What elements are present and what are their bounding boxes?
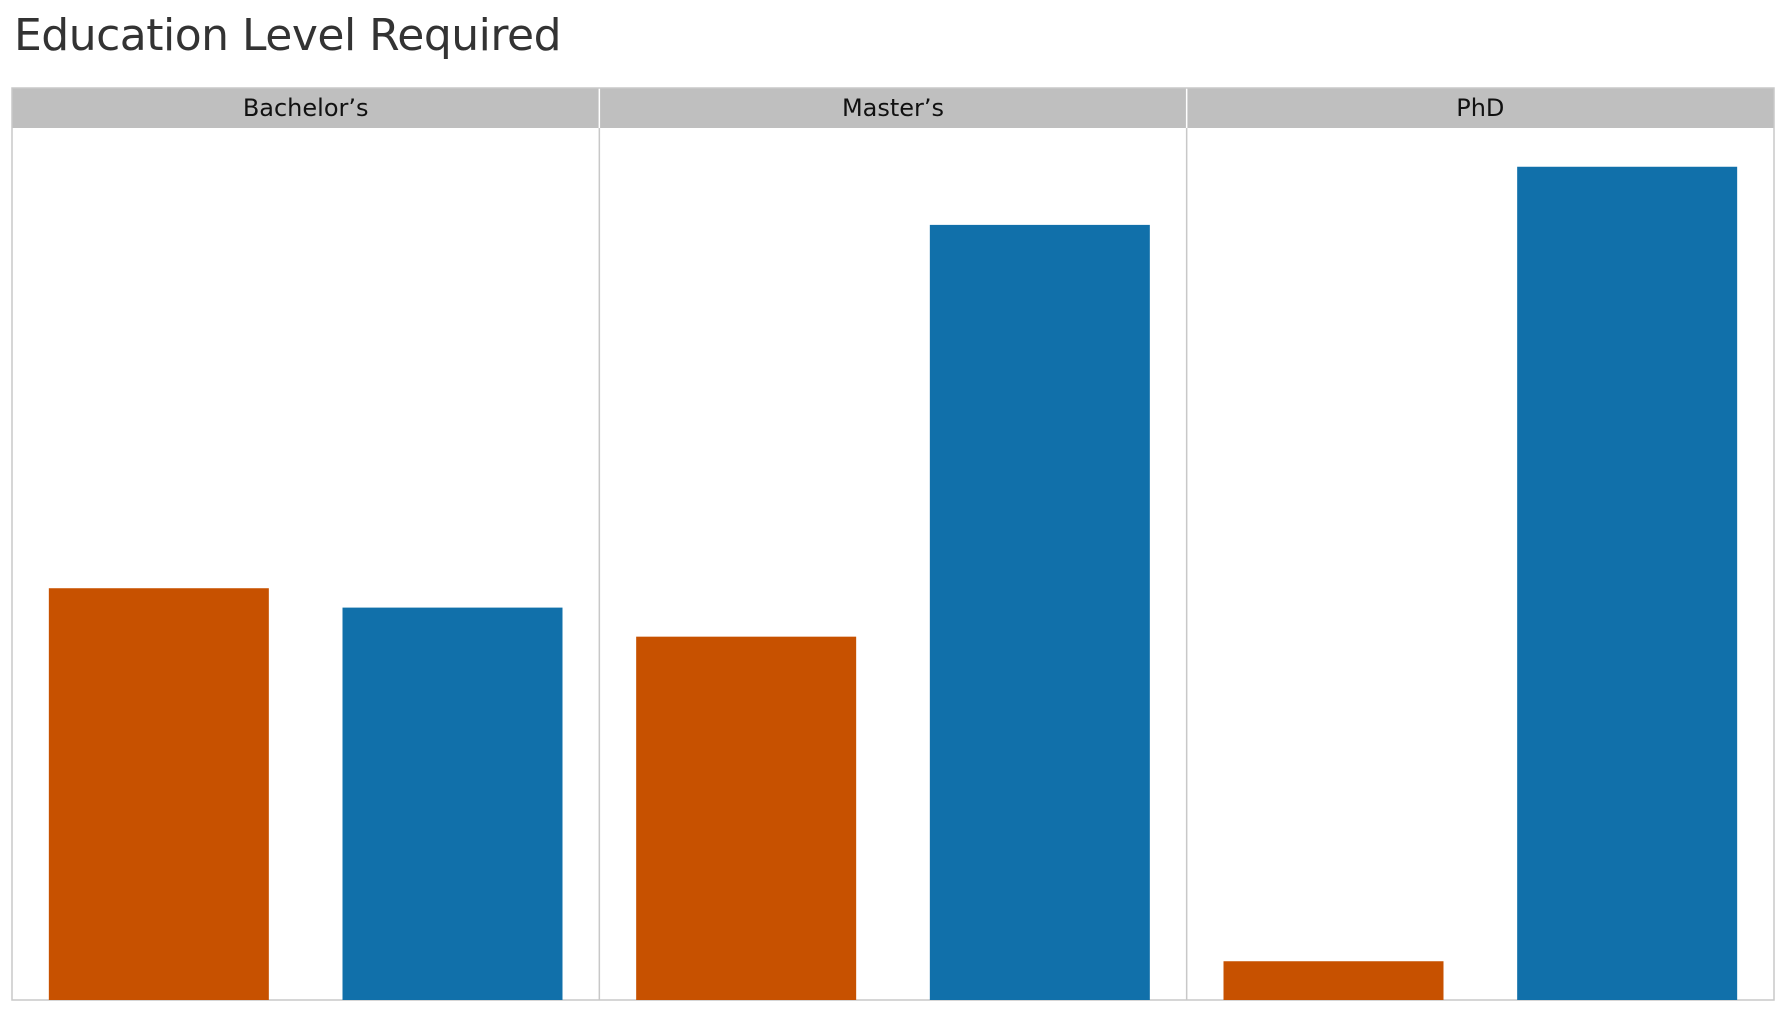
bar — [1223, 961, 1444, 1000]
facet-label: PhD — [1456, 94, 1504, 122]
bar — [342, 607, 563, 1000]
panel-frames — [11, 87, 1775, 1001]
bar — [48, 588, 269, 1000]
facet-label: Master’s — [842, 94, 944, 122]
header-strip — [12, 88, 1774, 128]
bar — [929, 224, 1150, 1000]
chart-border — [11, 87, 1775, 1001]
panel-headers: Bachelor’s Master’s PhD — [12, 88, 1774, 128]
facet-label: Bachelor’s — [243, 94, 369, 122]
bar — [636, 636, 857, 1000]
chart-title: Education Level Required — [14, 10, 562, 61]
bars — [48, 166, 1738, 1000]
bar — [1517, 166, 1738, 1000]
